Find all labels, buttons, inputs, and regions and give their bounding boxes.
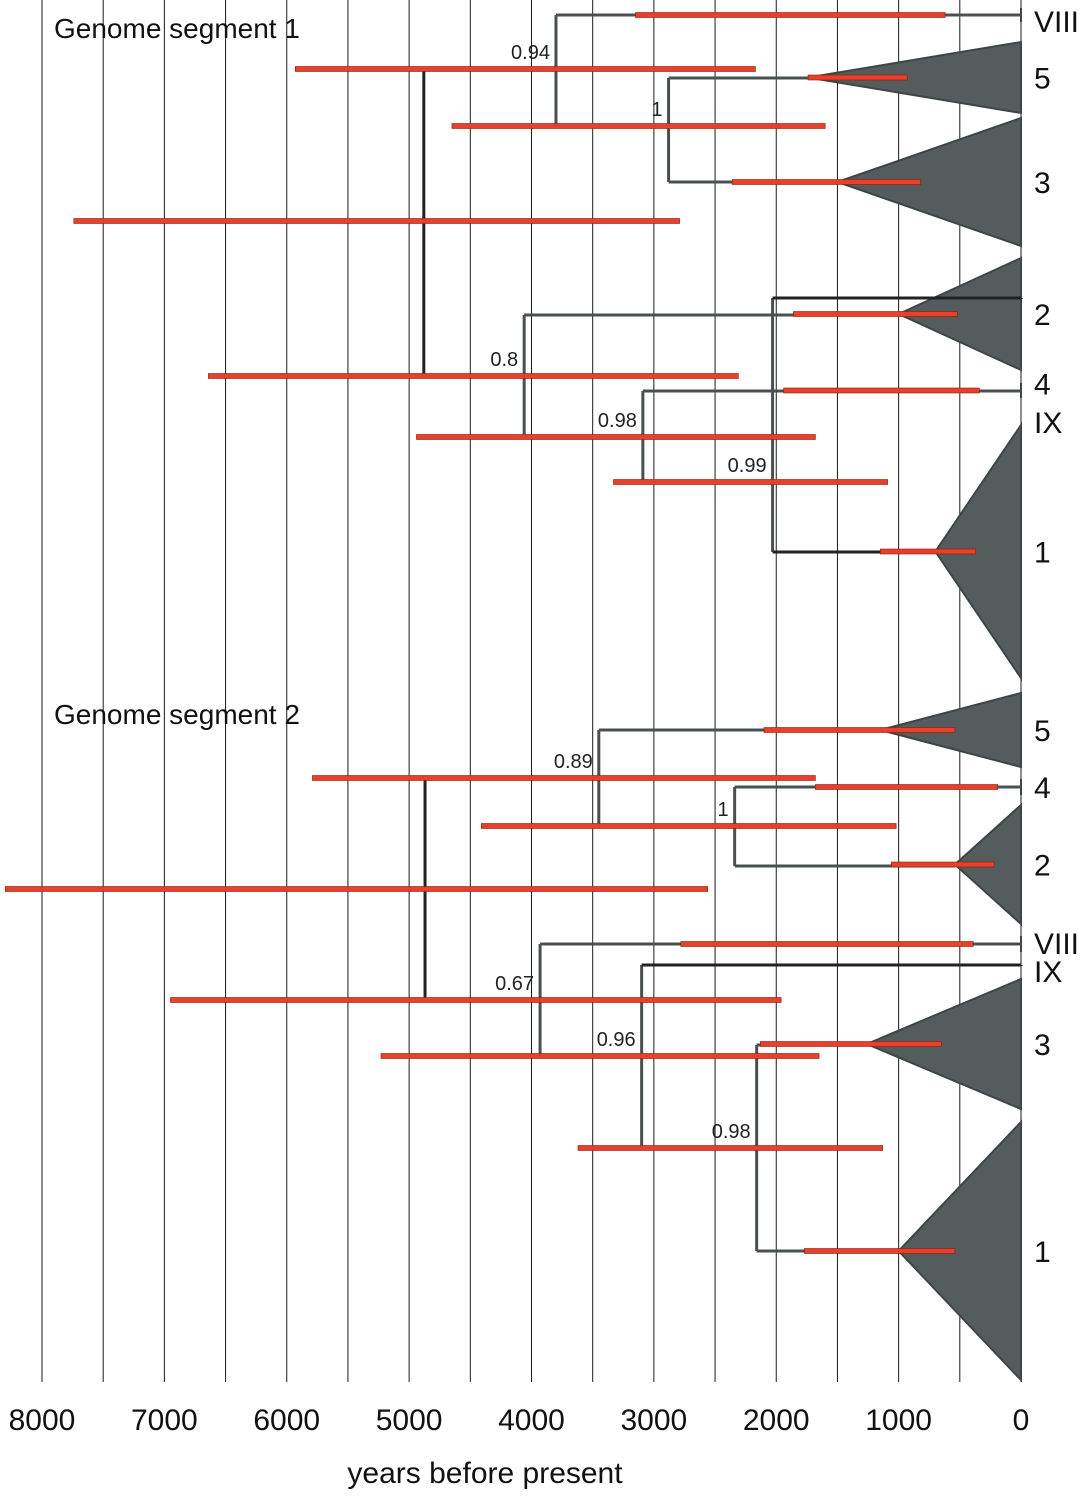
node-hpd-bar [73,218,680,224]
clade-label: IX [1034,407,1062,440]
posterior-label: 0.89 [554,751,593,773]
posterior-label: 0.67 [495,973,534,995]
tick-label: 3000 [621,1404,688,1437]
clade-triangle [896,256,1022,372]
posterior-label: 0.8 [490,349,518,371]
clade-triangle [934,421,1022,682]
clade-label: 2 [1034,299,1051,332]
tree-labels: Genome segment 1 VIII 5 3 2 4 IX 1 1 0.94 0.99 0.98… [54,6,1079,1269]
time-axis: 8000 7000 6000 5000 4000 3000 2000 1000 0 years b… [9,1404,1030,1490]
node-hpd-bar [4,886,709,892]
tick-label: 2000 [743,1404,810,1437]
axis-label: years before present [347,1457,623,1490]
tick-label: 0 [1013,1404,1030,1437]
clade-triangle [807,40,1022,115]
clade-label: 1 [1034,1236,1051,1269]
segment-title: Genome segment 1 [54,13,300,44]
clade-triangle [897,1119,1022,1383]
posterior-label: 0.94 [511,42,550,64]
clade-label: 5 [1034,715,1051,748]
node-hpd-bar [295,66,756,72]
grid-lines [41,0,1022,1382]
clade-label: VIII [1034,6,1079,39]
clade-label: 5 [1034,63,1051,96]
hpd-bars [4,12,999,1254]
segment-title: Genome segment 2 [54,699,300,730]
clade-hpd-bar [760,1041,942,1047]
tick-label: 8000 [9,1404,76,1437]
clade-hpd-bar [879,548,977,555]
tick-label: 5000 [376,1404,443,1437]
clade-hpd-bar [680,941,974,947]
node-hpd-bar [481,823,897,829]
posterior-label: 1 [718,799,729,821]
posterior-label: 1 [651,99,662,121]
clade-label: 4 [1034,772,1051,805]
posterior-label: 0.99 [728,455,767,477]
clade-hpd-bar [815,784,999,790]
clade-triangle [834,116,1022,248]
clade-hpd-bar [763,727,956,733]
clade-label: 4 [1034,369,1051,402]
clade-label: 1 [1034,537,1051,570]
node-hpd-bar [312,775,816,781]
node-hpd-bar [380,1053,820,1059]
clade-label: VIII [1034,928,1079,961]
clade-hpd-bar [783,387,980,394]
posterior-label: 0.98 [598,410,637,432]
node-hpd-bar [208,373,739,379]
node-hpd-bar [577,1145,884,1151]
clade-label: 3 [1034,1029,1051,1062]
node-hpd-bar [451,123,826,129]
clade-hpd-bar [807,74,908,81]
clade-label: IX [1034,956,1062,989]
node-hpd-bar [416,434,816,440]
tick-label: 4000 [498,1404,565,1437]
clade-label: 2 [1034,850,1051,883]
clade-label: 3 [1034,167,1051,200]
clade-triangle [864,977,1022,1111]
tick-label: 1000 [865,1404,932,1437]
posterior-label: 0.96 [597,1029,636,1051]
clade-hpd-bar [793,311,958,317]
clade-hpd-bar [731,179,921,185]
clade-hpd-bar [804,1248,956,1254]
tick-label: 6000 [253,1404,320,1437]
clade-hpd-bar [635,12,946,18]
node-hpd-bar [613,479,888,485]
clade-hpd-bar [890,861,995,868]
tick-label: 7000 [131,1404,198,1437]
posterior-label: 0.98 [712,1121,751,1143]
collapsed-clades [807,8,1023,1383]
node-hpd-bar [170,997,782,1003]
